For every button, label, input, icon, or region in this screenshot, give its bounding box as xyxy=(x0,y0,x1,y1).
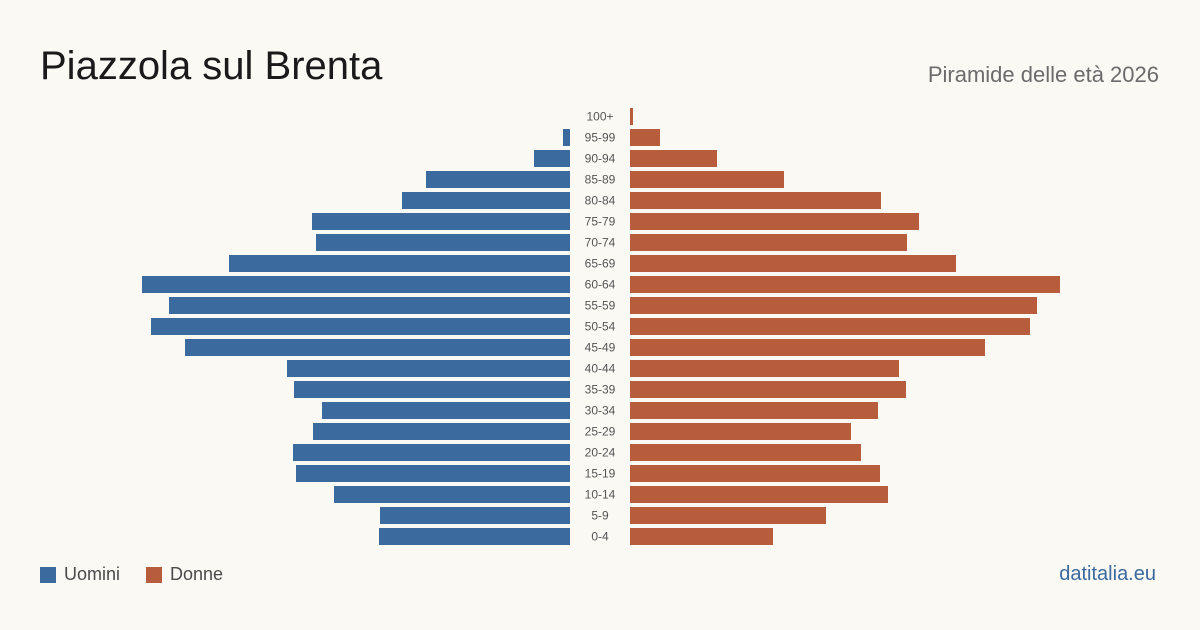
bar-female-55-59 xyxy=(630,297,1037,314)
brand-link[interactable]: datitalia.eu xyxy=(1059,563,1156,585)
bar-female-95-99 xyxy=(630,129,660,146)
bar-male-20-24 xyxy=(293,444,570,461)
bar-male-35-39 xyxy=(294,381,570,398)
bar-male-10-14 xyxy=(334,486,570,503)
bar-female-10-14 xyxy=(630,486,888,503)
bar-male-95-99 xyxy=(563,129,570,146)
age-label-10-14: 10-14 xyxy=(585,488,616,502)
age-label-90-94: 90-94 xyxy=(585,152,616,166)
legend-label-female: Donne xyxy=(170,564,224,584)
bar-male-60-64 xyxy=(142,276,570,293)
bar-female-0-4 xyxy=(630,528,773,545)
bar-male-90-94 xyxy=(534,150,570,167)
legend-item-male: Uomini xyxy=(40,564,120,585)
bar-female-40-44 xyxy=(630,360,899,377)
bar-female-60-64 xyxy=(630,276,1060,293)
bar-male-50-54 xyxy=(151,318,570,335)
bar-male-85-89 xyxy=(426,171,570,188)
chart-subtitle: Piramide delle età 2026 xyxy=(927,62,1159,87)
bar-male-75-79 xyxy=(312,213,570,230)
age-label-65-69: 65-69 xyxy=(585,257,616,271)
bar-female-80-84 xyxy=(630,192,881,209)
age-label-100+: 100+ xyxy=(586,110,613,124)
bar-female-25-29 xyxy=(630,423,851,440)
age-label-55-59: 55-59 xyxy=(585,299,616,313)
age-label-5-9: 5-9 xyxy=(591,509,609,523)
bar-female-70-74 xyxy=(630,234,907,251)
age-label-35-39: 35-39 xyxy=(585,383,616,397)
age-label-30-34: 30-34 xyxy=(585,404,616,418)
bar-female-15-19 xyxy=(630,465,880,482)
bar-female-5-9 xyxy=(630,507,826,524)
age-label-85-89: 85-89 xyxy=(585,173,616,187)
age-label-50-54: 50-54 xyxy=(585,320,616,334)
age-label-60-64: 60-64 xyxy=(585,278,616,292)
legend-item-female: Donne xyxy=(146,564,223,585)
bar-female-75-79 xyxy=(630,213,919,230)
age-label-95-99: 95-99 xyxy=(585,131,616,145)
age-label-0-4: 0-4 xyxy=(591,530,609,544)
bar-male-0-4 xyxy=(379,528,570,545)
bar-male-30-34 xyxy=(322,402,570,419)
bar-male-70-74 xyxy=(316,234,570,251)
legend-swatch-male xyxy=(40,566,56,583)
bar-male-80-84 xyxy=(402,192,570,209)
bar-male-25-29 xyxy=(313,423,570,440)
age-label-40-44: 40-44 xyxy=(585,362,616,376)
bar-male-40-44 xyxy=(287,360,570,377)
bar-female-20-24 xyxy=(630,444,861,461)
age-label-25-29: 25-29 xyxy=(585,425,616,439)
bar-male-45-49 xyxy=(185,339,570,356)
age-label-15-19: 15-19 xyxy=(585,467,616,481)
age-label-75-79: 75-79 xyxy=(585,215,616,229)
legend: Uomini Donne xyxy=(40,564,249,585)
legend-label-male: Uomini xyxy=(64,564,121,584)
legend-swatch-female xyxy=(146,566,163,583)
bar-female-90-94 xyxy=(630,150,717,167)
bar-female-45-49 xyxy=(630,339,985,356)
bar-female-85-89 xyxy=(630,171,784,188)
bar-female-35-39 xyxy=(630,381,906,398)
bar-female-100+ xyxy=(630,108,633,125)
bar-female-30-34 xyxy=(630,402,878,419)
chart-title: Piazzola sul Brenta xyxy=(40,44,383,88)
bar-male-15-19 xyxy=(296,465,570,482)
bar-female-65-69 xyxy=(630,255,956,272)
bar-male-65-69 xyxy=(229,255,570,272)
bar-male-5-9 xyxy=(380,507,570,524)
age-label-80-84: 80-84 xyxy=(585,194,616,208)
age-label-45-49: 45-49 xyxy=(585,341,616,355)
age-label-70-74: 70-74 xyxy=(585,236,616,250)
age-label-20-24: 20-24 xyxy=(585,446,616,460)
bar-male-55-59 xyxy=(169,297,570,314)
bar-female-50-54 xyxy=(630,318,1030,335)
